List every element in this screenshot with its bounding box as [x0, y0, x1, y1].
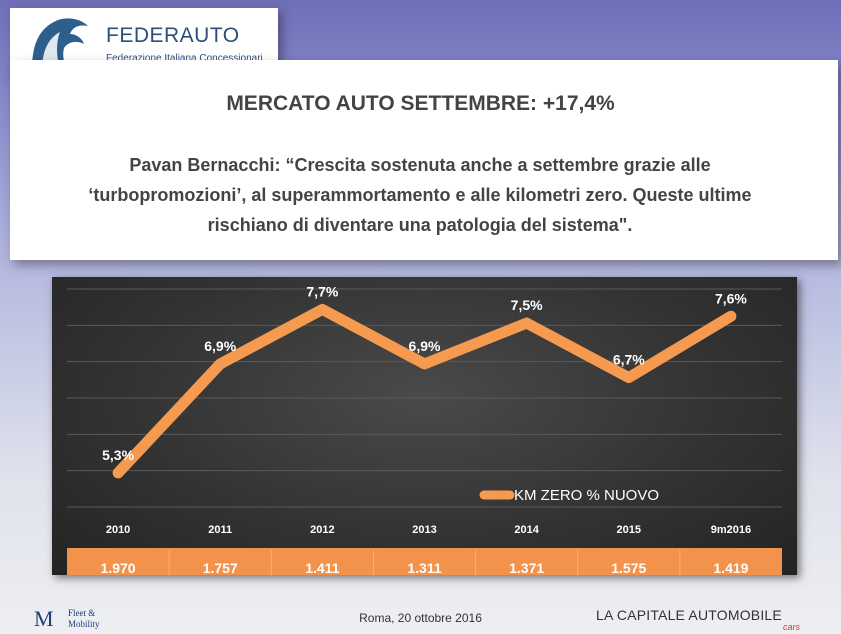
- x-tick-label: 2012: [310, 524, 334, 536]
- fleet-mobility-line-1: Fleet &: [68, 608, 96, 618]
- table-cell: 1.419: [713, 560, 748, 575]
- x-tick-label: 2011: [208, 524, 232, 536]
- x-tick-label: 2015: [617, 524, 641, 536]
- header-panel: [10, 60, 838, 260]
- table-cell: 1.411: [305, 560, 339, 575]
- series-line-km-zero: [112, 303, 737, 479]
- data-label: 7,6%: [715, 290, 747, 306]
- line-chart: 5,3% 6,9% 7,7% 6,9% 7,5% 6,7% 7,6% KM ZERO % NU…: [52, 277, 797, 575]
- fleet-mobility-logo: M Fleet & Mobility: [34, 606, 124, 632]
- legend-label: KM ZERO % NUOVO: [514, 487, 659, 504]
- headline: MERCATO AUTO SETTEMBRE: +17,4%: [226, 92, 615, 115]
- capitale-automobile-logo: LA CAPITALE AUTOMOBILE: [596, 607, 782, 623]
- data-label: 7,7%: [306, 283, 338, 299]
- table-cell: 1.970: [101, 560, 136, 575]
- x-tick-label: 2010: [106, 524, 130, 536]
- fleet-mobility-line-2: Mobility: [68, 619, 100, 629]
- data-label: 6,9%: [409, 338, 441, 354]
- x-tick-label: 2014: [514, 524, 539, 536]
- data-label: 6,9%: [204, 338, 236, 354]
- x-tick-label: 9m2016: [711, 524, 751, 536]
- capitale-automobile-sub: cars: [783, 622, 801, 632]
- chart-svg: 5,3% 6,9% 7,7% 6,9% 7,5% 6,7% 7,6% KM ZERO % NU…: [67, 283, 782, 575]
- x-tick-label: 2013: [412, 524, 436, 536]
- data-label: 5,3%: [102, 447, 134, 463]
- table-cell: 1.311: [407, 560, 441, 575]
- quote-text: Pavan Bernacchi: “Crescita sostenuta anc…: [88, 155, 752, 235]
- data-label: 6,7%: [613, 352, 645, 368]
- table-cell: 1.575: [611, 560, 646, 575]
- logo-title: FEDERAUTO: [106, 24, 240, 47]
- table-cell: 1.371: [509, 560, 544, 575]
- footer-date: Roma, 20 ottobre 2016: [359, 611, 482, 625]
- data-label: 7,5%: [511, 297, 543, 313]
- table-row-band: [67, 548, 782, 575]
- table-cell: 1.757: [203, 560, 238, 575]
- fleet-mobility-mark: M: [34, 606, 54, 631]
